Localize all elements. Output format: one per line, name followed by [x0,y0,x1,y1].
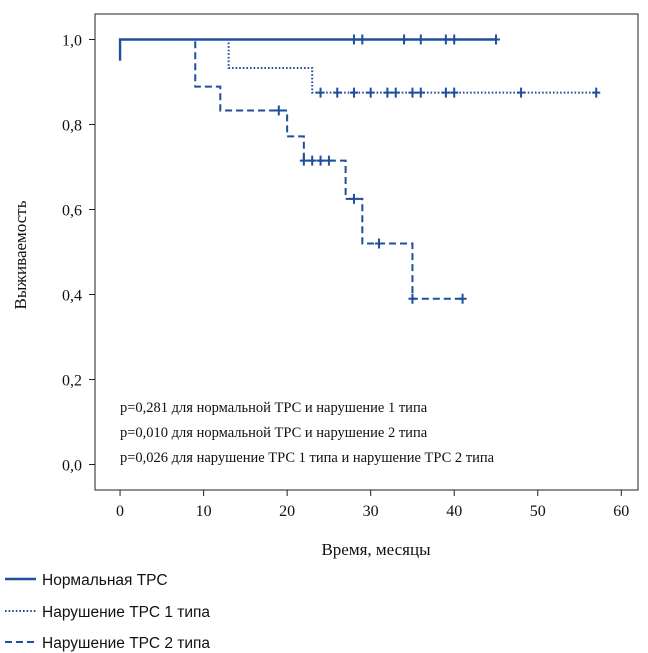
plot-frame [94,13,639,491]
censor-mark-type2 [274,105,283,116]
series-line-type1 [120,38,597,94]
annotation-p3: p=0,026 для нарушение ТРС 1 типа и наруш… [120,450,495,466]
censor-mark-type1 [408,87,417,98]
y-tick-label: 0,2 [62,373,82,390]
censor-mark-type1 [441,87,450,98]
censor-mark-type1 [450,87,459,98]
censor-mark-type2 [316,155,325,166]
y-tick-label: 0,0 [62,458,82,475]
series-line-normal [118,38,496,61]
censor-mark-type1 [383,87,392,98]
legend-label-type1: Нарушение ТРС 1 типа [42,604,210,621]
censor-mark-type1 [349,87,358,98]
censor-mark-normal [358,34,367,45]
x-axis-label: Время, месяцы [321,540,431,559]
x-tick-label: 60 [613,503,629,520]
legend-label-type2: Нарушение ТРС 2 типа [42,635,210,652]
legend-label-normal: Нормальная ТРС [42,572,168,589]
y-tick-label: 1,0 [62,33,82,50]
x-tick-label: 40 [446,503,462,520]
censor-mark-type2 [308,155,317,166]
censor-mark-type1 [592,87,601,98]
series-line-type2 [120,38,463,300]
x-tick-label: 30 [363,503,379,520]
censor-mark-type2 [299,155,308,166]
censor-mark-normal [416,34,425,45]
censor-mark-normal [450,34,459,45]
censor-mark-type2 [349,193,358,204]
y-axis-label: Выживаемость [11,200,30,309]
censor-mark-normal [400,34,409,45]
series-lines [118,38,597,300]
censor-mark-type1 [416,87,425,98]
x-tick-label: 0 [116,503,124,520]
censor-marks [274,34,601,304]
censor-mark-type1 [333,87,342,98]
x-tick-label: 20 [279,503,295,520]
legend: Нормальная ТРС Нарушение ТРС 1 типа Нару… [5,572,210,652]
censor-mark-normal [349,34,358,45]
y-tick-label: 0,8 [62,118,82,135]
x-tick-label: 50 [530,503,546,520]
censor-mark-type2 [324,155,333,166]
censor-mark-normal [491,34,500,45]
censor-mark-normal [441,34,450,45]
censor-mark-type1 [366,87,375,98]
censor-mark-type2 [408,293,417,304]
censor-mark-type2 [375,238,384,249]
annotation-p2: p=0,010 для нормальной ТРС и нарушение 2… [120,425,428,441]
axis-ticks: 0 10 20 30 40 50 60 0,0 0,2 0,4 0,6 0,8 1,0 [62,33,629,521]
annotation-p1: p=0,281 для нормальной ТРС и нарушение 1… [120,400,428,416]
y-tick-label: 0,6 [62,203,82,220]
censor-mark-type1 [391,87,400,98]
axes [94,13,639,491]
x-tick-label: 10 [196,503,212,520]
y-tick-label: 0,4 [62,288,82,305]
censor-mark-type1 [316,87,325,98]
censor-mark-type1 [517,87,526,98]
censor-mark-type2 [458,293,467,304]
